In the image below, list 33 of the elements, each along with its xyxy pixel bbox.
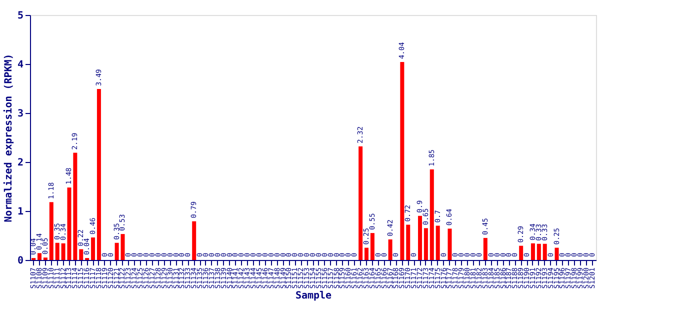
bar	[424, 228, 428, 260]
bar	[430, 169, 434, 260]
bar	[530, 243, 535, 260]
bar	[49, 202, 54, 260]
y-tick-label: 3	[17, 108, 24, 120]
x-axis-title: Sample	[295, 290, 332, 302]
bar	[554, 248, 559, 260]
bar	[406, 224, 410, 260]
bar	[79, 249, 84, 260]
y-tick-label: 0	[17, 256, 24, 266]
bar	[418, 216, 422, 260]
bar	[536, 244, 541, 260]
bar	[73, 152, 78, 260]
bar	[96, 88, 101, 260]
bar	[55, 242, 60, 260]
bar	[483, 238, 488, 260]
y-tick-label: 4	[17, 60, 24, 70]
bar	[91, 237, 96, 260]
y-tick-label: 1	[17, 206, 24, 218]
bar	[364, 248, 369, 260]
bar	[448, 228, 452, 260]
bar	[436, 226, 440, 260]
bar	[192, 221, 196, 260]
bar	[38, 253, 42, 260]
bar	[358, 146, 363, 260]
y-tick-label: 2	[17, 158, 24, 168]
bar	[370, 233, 374, 260]
bar	[519, 246, 524, 260]
bar	[542, 244, 547, 260]
y-axis-title: Normalized expression (RPKM)	[2, 54, 14, 222]
bar	[388, 239, 392, 260]
y-tick-label: 5	[17, 10, 24, 22]
bar	[400, 62, 404, 260]
